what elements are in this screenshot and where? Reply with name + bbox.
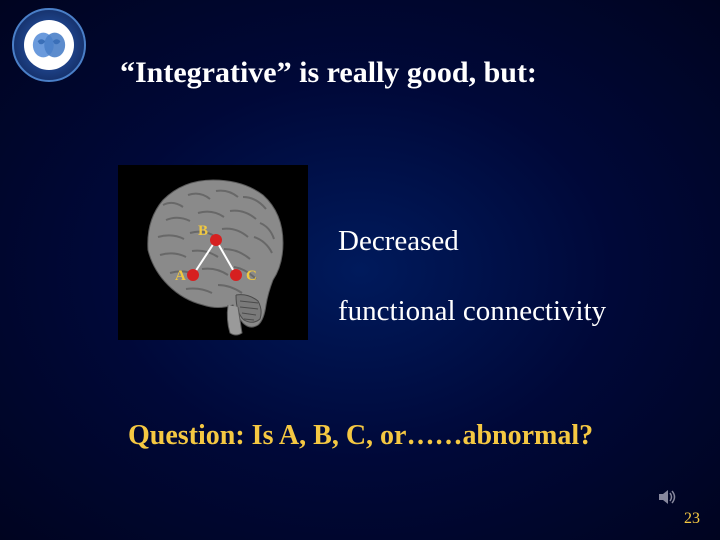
point-label-b: B bbox=[198, 223, 208, 239]
decreased-label: Decreased bbox=[338, 225, 459, 258]
page-number: 23 bbox=[684, 510, 700, 528]
question-text: Question: Is A, B, C, or……abnormal? bbox=[128, 420, 593, 452]
functional-connectivity-label: functional connectivity bbox=[338, 295, 606, 328]
brain-mri-diagram: B A C bbox=[118, 165, 308, 340]
point-label-a: A bbox=[175, 268, 186, 284]
institution-logo bbox=[12, 8, 86, 82]
slide-title: “Integrative” is really good, but: bbox=[120, 56, 537, 90]
speaker-icon bbox=[656, 486, 678, 508]
logo-brain-icon bbox=[30, 29, 68, 61]
point-label-c: C bbox=[246, 268, 257, 284]
logo-center bbox=[24, 20, 74, 70]
logo-ring bbox=[12, 8, 86, 82]
